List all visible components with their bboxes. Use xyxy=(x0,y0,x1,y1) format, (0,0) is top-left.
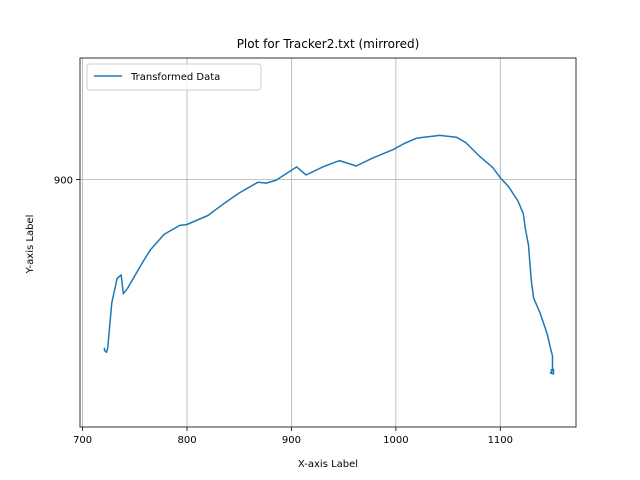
legend: Transformed Data xyxy=(86,63,262,91)
legend-label: Transformed Data xyxy=(130,72,220,83)
x-tick-label: 800 xyxy=(177,435,196,446)
x-tick-label: 900 xyxy=(282,435,301,446)
x-axis-label: X-axis Label xyxy=(298,459,358,470)
y-axis-label: Y-axis Label xyxy=(25,215,36,275)
axes-frame xyxy=(79,57,577,428)
plot-area: 700 800 900 1000 1100 900 xyxy=(54,57,577,446)
x-tick-label: 1000 xyxy=(383,435,408,446)
x-tick-label: 1100 xyxy=(488,435,513,446)
series-line-transformed-data xyxy=(103,134,555,375)
x-tick-label: 700 xyxy=(73,435,92,446)
y-tick-label: 900 xyxy=(54,176,73,187)
chart-title: Plot for Tracker2.txt (mirrored) xyxy=(237,37,420,51)
legend-box xyxy=(86,63,262,91)
